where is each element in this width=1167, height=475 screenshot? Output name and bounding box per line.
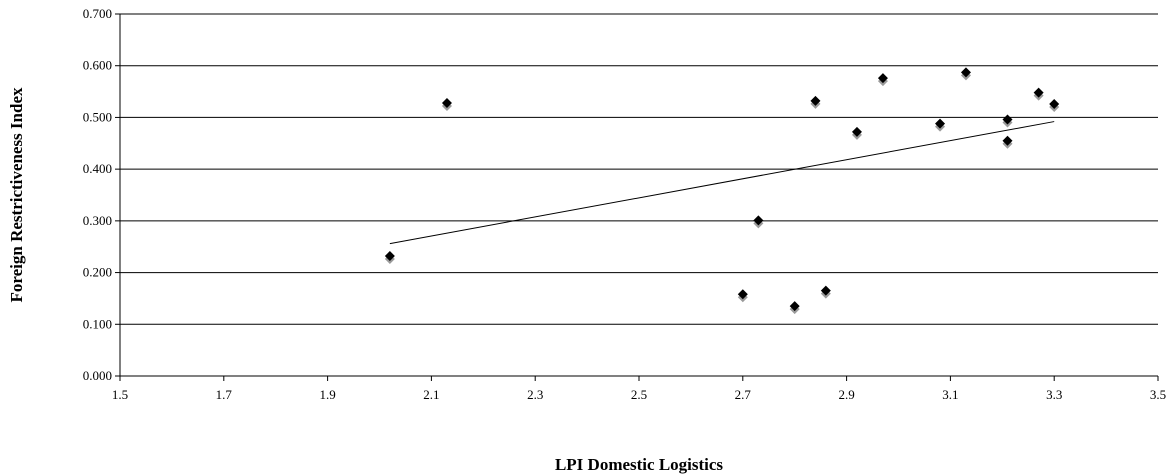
x-tick-label: 2.7: [735, 387, 752, 402]
data-point: [384, 251, 395, 265]
data-point-marker: [1033, 87, 1044, 98]
data-point-marker: [737, 289, 748, 300]
x-tick-label: 1.9: [319, 387, 335, 402]
x-axis-title: LPI Domestic Logistics: [555, 455, 723, 474]
data-point-marker: [1049, 98, 1060, 109]
data-point: [789, 301, 800, 315]
x-tick-label: 2.5: [631, 387, 647, 402]
x-tick-label: 1.7: [216, 387, 233, 402]
data-point: [1002, 114, 1013, 128]
x-tick-label: 2.1: [423, 387, 439, 402]
data-point-marker: [960, 67, 971, 78]
trendline-group: [389, 121, 1055, 245]
y-axis-title: Foreign Restrictiveness Index: [7, 87, 26, 302]
y-tick-label: 0.300: [83, 213, 112, 228]
data-point: [877, 73, 888, 87]
data-point: [1033, 87, 1044, 101]
data-point-marker: [851, 126, 862, 137]
y-tick-label: 0.100: [83, 316, 112, 331]
y-tick-label: 0.000: [83, 368, 112, 383]
y-tick-label: 0.200: [83, 265, 112, 280]
data-point-marker: [441, 97, 452, 108]
data-point-marker: [935, 118, 946, 129]
data-point: [737, 289, 748, 303]
x-tick-label: 2.3: [527, 387, 543, 402]
x-tick-label: 3.5: [1150, 387, 1166, 402]
data-point: [851, 126, 862, 140]
trendline: [389, 121, 1055, 245]
data-points: [384, 67, 1060, 315]
data-point-marker: [1002, 114, 1013, 125]
data-point: [1002, 135, 1013, 149]
data-point: [820, 285, 831, 299]
axes: [115, 13, 1159, 381]
tick-labels: 0.000 0.100 0.200 0.300 0.400 0.500 0.600 0.700…: [83, 6, 1166, 402]
data-point-marker: [384, 251, 395, 262]
data-point-marker: [877, 73, 888, 84]
y-tick-label: 0.700: [83, 6, 112, 21]
data-point: [935, 118, 946, 132]
data-point: [1049, 98, 1060, 112]
data-point: [441, 97, 452, 111]
gridlines: [120, 13, 1158, 325]
data-point-marker: [789, 301, 800, 312]
x-tick-label: 1.5: [112, 387, 128, 402]
x-tick-label: 3.1: [942, 387, 958, 402]
y-tick-label: 0.600: [83, 58, 112, 73]
y-tick-label: 0.500: [83, 109, 112, 124]
y-tick-label: 0.400: [83, 161, 112, 176]
data-point: [810, 95, 821, 109]
data-point-marker: [820, 285, 831, 296]
data-point-marker: [810, 95, 821, 106]
x-tick-label: 3.3: [1046, 387, 1062, 402]
data-point-marker: [753, 215, 764, 226]
data-point: [753, 215, 764, 229]
data-point-marker: [1002, 135, 1013, 146]
x-tick-label: 2.9: [838, 387, 854, 402]
data-point: [960, 67, 971, 81]
